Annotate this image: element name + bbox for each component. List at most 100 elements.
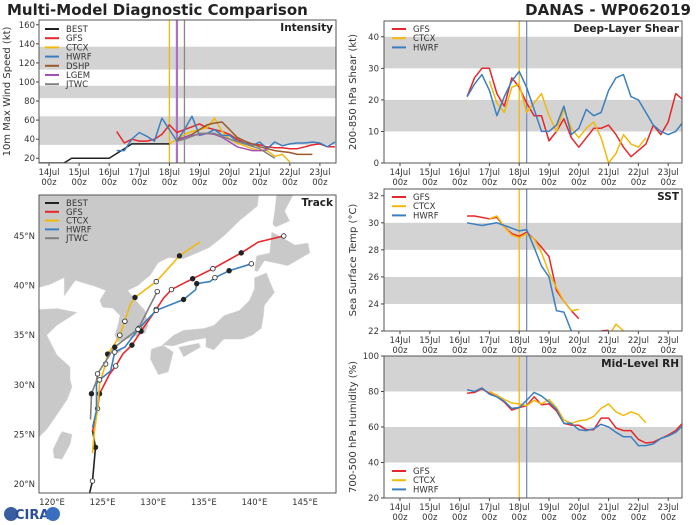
legend-label: CTCX: [413, 34, 436, 44]
track-marker-open: [212, 274, 218, 281]
x-tick-hour: 00z: [102, 178, 118, 188]
land-taiwan: [52, 431, 73, 460]
y-axis-label: 200-850 hPa Shear (kt): [348, 34, 359, 150]
track-panel: 20°N 25°N 30°N 35°N 40°N 45°N 120°E 125°E 130°E 1…: [14, 194, 337, 508]
legend-label: DSHP: [66, 62, 89, 72]
y-tick-label: 30: [368, 219, 379, 229]
track-line-gfs: [91, 235, 284, 432]
x-tick-hour: 00z: [422, 346, 438, 356]
y-tick-label: 160: [19, 21, 35, 31]
x-tick-day: 19Jul: [538, 168, 559, 178]
x-tick-hour: 00z: [631, 178, 647, 188]
lon-tick-label: 145°E: [292, 498, 318, 508]
x-tick-hour: 00z: [661, 513, 677, 523]
x-tick-hour: 00z: [541, 346, 557, 356]
lat-tick-label: 40°N: [14, 282, 35, 292]
x-tick-day: 20Jul: [568, 168, 589, 178]
legend-label: HWRF: [66, 225, 92, 235]
panel-title: Track: [302, 197, 334, 209]
lat-tick-label: 35°N: [14, 331, 35, 341]
shaded-band: [39, 46, 336, 70]
x-tick-hour: 00z: [392, 346, 408, 356]
y-tick-label: 20: [368, 494, 379, 504]
legend-label: CTCX: [66, 43, 89, 53]
x-tick-hour: 00z: [541, 178, 557, 188]
legend-label: GFS: [66, 34, 83, 44]
track-marker-filled: [129, 342, 135, 348]
series-group: [466, 215, 625, 331]
x-tick-day: 17Jul: [129, 168, 150, 178]
x-tick-hour: 00z: [452, 513, 468, 523]
track-marker-open: [281, 233, 287, 239]
lat-tick-label: 20°N: [14, 480, 35, 490]
track-marker-filled: [176, 253, 183, 259]
legend-label: BEST: [66, 199, 89, 209]
logo-globe-icon: [4, 507, 18, 521]
x-tick-day: 18Jul: [509, 168, 530, 178]
track-marker-filled: [238, 250, 244, 256]
x-tick-day: 23Jul: [658, 503, 679, 513]
cira-logo: CIRA: [4, 507, 60, 523]
series-group: [466, 387, 682, 447]
x-tick-hour: 00z: [631, 513, 647, 523]
shaded-band: [39, 85, 336, 99]
x-tick-hour: 00z: [631, 346, 647, 356]
y-tick-label: 80: [368, 388, 379, 398]
x-tick-day: 14Jul: [38, 168, 59, 178]
shaded-band: [39, 116, 336, 145]
lon-tick-label: 130°E: [140, 498, 166, 508]
x-tick-day: 23Jul: [658, 168, 679, 178]
lon-tick-label: 120°E: [39, 498, 65, 508]
x-tick-hour: 00z: [661, 346, 677, 356]
track-marker-filled: [88, 391, 95, 397]
x-tick-day: 19Jul: [189, 168, 210, 178]
sst-panel: 22242628303214Jul00z15Jul00z16Jul00z17Ju…: [348, 188, 683, 356]
y-axis-label: 700-500 hPa Humidity (%): [348, 361, 359, 493]
y-tick-label: 60: [24, 116, 35, 126]
x-tick-hour: 00z: [601, 513, 617, 523]
legend-label: CTCX: [413, 202, 436, 212]
land-sakhalin: [272, 195, 294, 228]
panel-title: SST: [657, 191, 680, 203]
legend-label: JTWC: [65, 80, 88, 90]
x-tick-day: 15Jul: [419, 503, 440, 513]
x-tick-day: 19Jul: [538, 503, 559, 513]
x-tick-day: 22Jul: [279, 168, 300, 178]
x-tick-day: 16Jul: [449, 503, 470, 513]
x-tick-day: 16Jul: [449, 168, 470, 178]
shaded-band: [384, 356, 682, 392]
panel-title: Deep-Layer Shear: [573, 23, 679, 35]
lon-tick-label: 140°E: [241, 498, 267, 508]
shear-panel: 01020304014Jul00z15Jul00z16Jul00z17Jul00…: [348, 20, 683, 188]
y-tick-label: 20: [24, 154, 35, 164]
y-tick-label: 28: [368, 246, 379, 256]
legend-label: BEST: [66, 25, 89, 35]
plot-area: [384, 189, 682, 331]
plot-frame: [383, 20, 683, 164]
x-tick-hour: 00z: [452, 178, 468, 188]
plot-frame: [38, 194, 337, 494]
x-tick-day: 20Jul: [568, 503, 589, 513]
land-china: [39, 308, 78, 438]
series-line-ctcx: [489, 215, 579, 312]
x-tick-day: 17Jul: [479, 168, 500, 178]
x-tick-day: 22Jul: [628, 503, 649, 513]
x-tick-hour: 00z: [482, 178, 498, 188]
y-tick-label: 30: [368, 64, 379, 74]
series-line-dshp: [176, 121, 313, 156]
x-tick-day: 22Jul: [628, 168, 649, 178]
rh-panel: 2040608010014Jul00z15Jul00z16Jul00z17Jul…: [348, 352, 683, 523]
legend-label: HWRF: [66, 53, 92, 63]
series-line-hwrf: [116, 115, 336, 152]
storm-id: DANAS - WP062019: [525, 1, 691, 19]
x-tick-day: 14Jul: [389, 168, 410, 178]
series-line-jtwc: [176, 132, 276, 159]
x-tick-day: 16Jul: [99, 168, 120, 178]
plot-frame: [383, 355, 683, 499]
x-tick-hour: 00z: [571, 346, 587, 356]
x-tick-day: 23Jul: [658, 336, 679, 346]
shaded-band: [384, 276, 682, 304]
series-line-hwrf: [466, 222, 573, 331]
track-marker-open: [154, 288, 160, 295]
